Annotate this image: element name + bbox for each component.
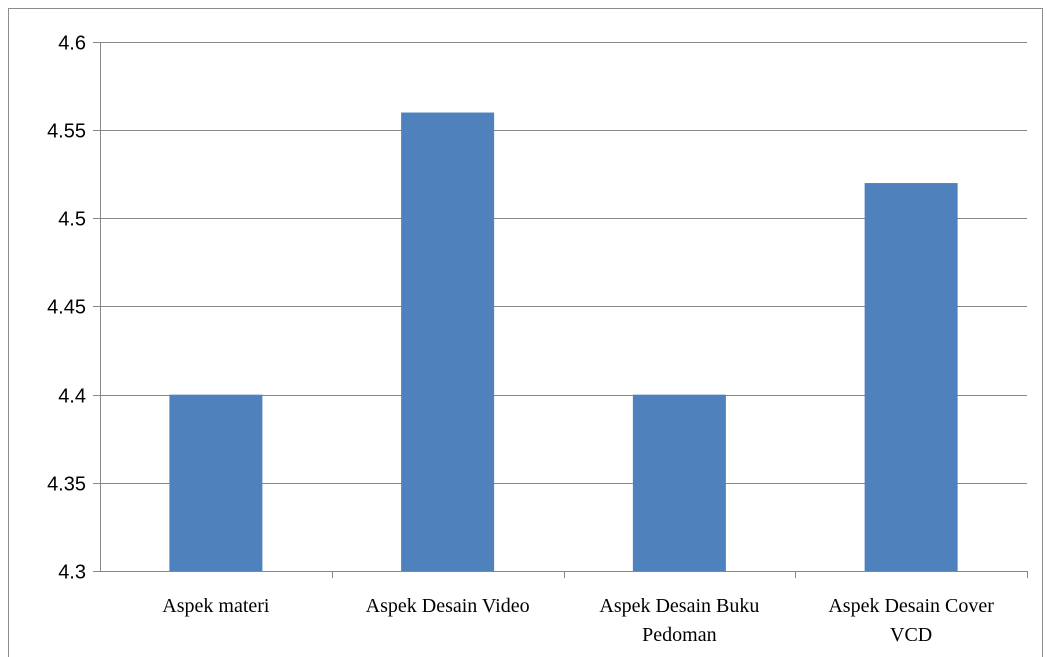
bars [169, 112, 958, 572]
bar [169, 394, 263, 571]
x-tick-label: Aspek Desain Video [366, 595, 530, 617]
y-tick-labels: 4.3 4.35 4.4 4.45 4.5 4.55 4.6 [47, 33, 86, 584]
y-tick-label: 4.5 [58, 209, 86, 231]
bar [864, 183, 958, 572]
y-tick-label: 4.4 [58, 386, 86, 408]
bar [401, 112, 495, 572]
x-tick-label: Aspek Desain Cover VCD [828, 595, 994, 646]
y-tick-label: 4.45 [47, 297, 86, 319]
y-tick-label: 4.3 [58, 562, 86, 584]
y-tick-label: 4.35 [47, 474, 86, 496]
y-tick-label: 4.6 [58, 33, 86, 55]
axes [93, 42, 1028, 578]
y-tick-label: 4.55 [47, 121, 86, 143]
x-tick-label: Aspek Desain Buku Pedoman [599, 595, 759, 646]
x-tick-labels: Aspek materi Aspek Desain Video Aspek Desa… [162, 595, 994, 646]
x-tick-label: Aspek materi [162, 595, 270, 617]
bar [632, 394, 726, 571]
